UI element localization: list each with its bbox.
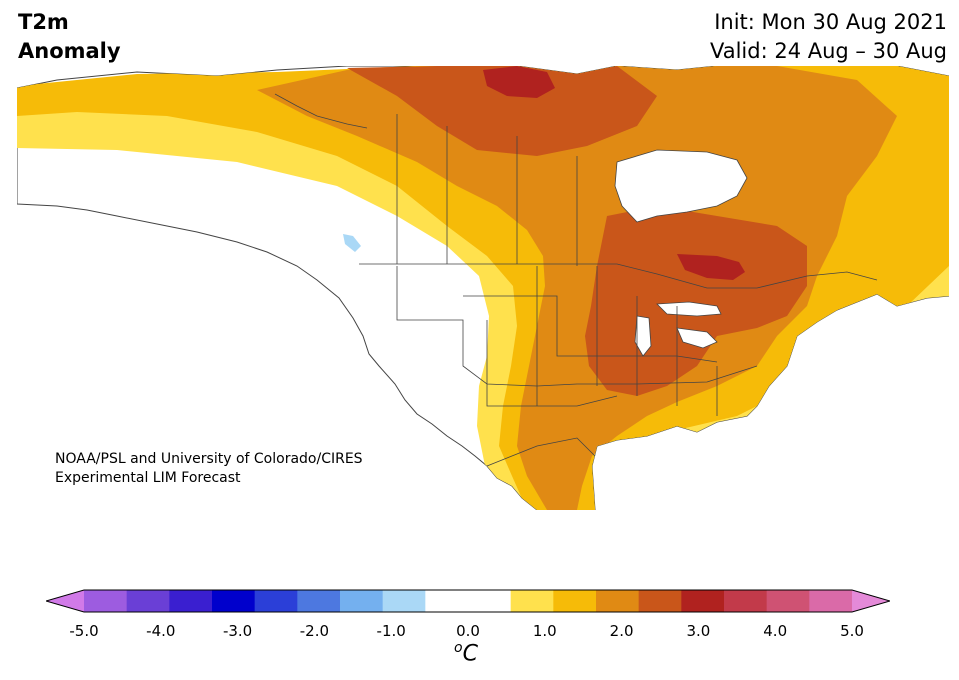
colorbar-extend-low: [46, 590, 84, 612]
cool-anomaly: [343, 234, 361, 252]
unit-label: oC: [454, 640, 478, 666]
tick-label: 2.0: [609, 622, 634, 640]
colorbar-segment: [596, 590, 640, 612]
anomaly-map: [17, 66, 949, 510]
tick-label: -2.0: [299, 622, 330, 640]
colorbar-segment: [510, 590, 554, 612]
colorbar-segment: [254, 590, 298, 612]
credit-line-1: NOAA/PSL and University of Colorado/CIRE…: [55, 451, 363, 467]
colorbar-extend-high: [852, 590, 890, 612]
colorbar-segment: [638, 590, 682, 612]
colorbar-segment: [809, 590, 853, 612]
colorbar-segment: [297, 590, 341, 612]
tick-label: -1.0: [376, 622, 406, 640]
title-line-1: T2m: [18, 10, 69, 34]
colorbar-segment: [169, 590, 213, 612]
colorbar-tick-labels: -5.0 -4.0 -3.0 -2.0 -1.0 0.0 1.0 2.0 3.0 4.0 5.0: [0, 622, 959, 642]
tick-label: -4.0: [146, 622, 176, 640]
valid-range: Valid: 24 Aug – 30 Aug: [709, 39, 947, 63]
tick-label: 0.0: [456, 622, 480, 640]
credit-line-2: Experimental LIM Forecast: [55, 470, 241, 486]
colorbar-outline: [46, 589, 890, 613]
colorbar-segment: [212, 590, 256, 612]
hudson-bay: [614, 149, 748, 223]
tick-label: 1.0: [532, 622, 557, 640]
tick-label: 4.0: [763, 622, 788, 640]
tick-label: -3.0: [222, 622, 253, 640]
great-lakes: [634, 301, 722, 357]
unit-celsius: C: [462, 641, 478, 667]
zone-2-5: [483, 66, 745, 280]
unit-degree: o: [454, 640, 463, 656]
colorbar-segment: [425, 590, 469, 612]
colorbar-segment: [681, 590, 725, 612]
map-title: T2m Anomaly: [18, 8, 121, 66]
tick-label: 3.0: [686, 622, 711, 640]
colorbar-segment: [340, 590, 384, 612]
init-date: Init: Mon 30 Aug 2021: [714, 10, 947, 34]
map-svg: [17, 66, 949, 510]
colorbar-segments: [46, 590, 890, 612]
colorbar-segment: [126, 590, 170, 612]
political-borders: [274, 93, 878, 467]
forecast-dates: Init: Mon 30 Aug 2021 Valid: 24 Aug – 30…: [710, 8, 947, 66]
colorbar-segment: [553, 590, 597, 612]
title-line-2: Anomaly: [18, 39, 121, 63]
colorbar-segment: [84, 590, 128, 612]
colorbar-segment: [724, 590, 768, 612]
colorbar: [46, 589, 890, 613]
tick-label: -5.0: [69, 622, 99, 640]
colorbar-segment: [766, 590, 810, 612]
colorbar-segment: [382, 590, 426, 612]
colorbar-segment: [468, 590, 512, 612]
tick-label: 5.0: [840, 622, 864, 640]
credit-text: NOAA/PSL and University of Colorado/CIRE…: [55, 450, 363, 488]
